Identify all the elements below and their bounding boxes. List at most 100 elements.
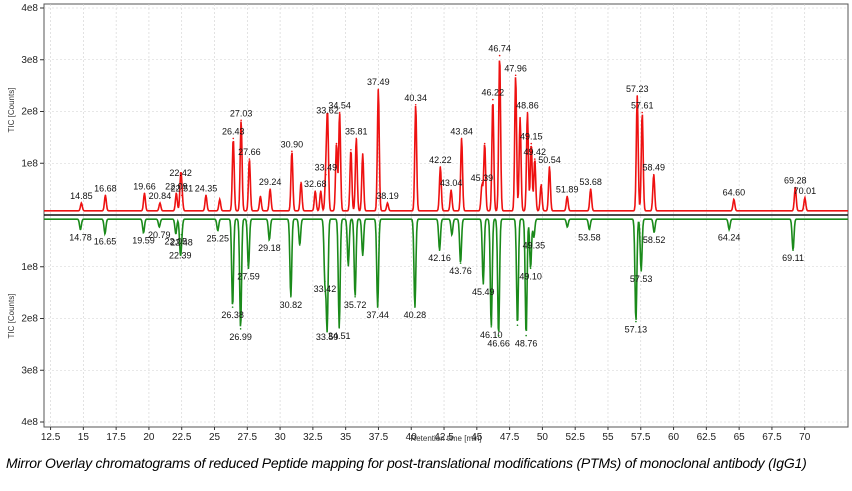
x-axis-title: Retention time [min] <box>410 434 481 443</box>
y-tick-label: 2e8 <box>21 314 38 325</box>
top-peak-label: 32.68 <box>304 179 327 189</box>
bottom-peak-point <box>216 229 219 232</box>
x-tick-label: 17.5 <box>106 432 126 443</box>
bottom-peak-point <box>376 306 379 308</box>
top-peak-label: 34.54 <box>328 101 351 111</box>
top-peak-label: 20.84 <box>149 191 172 201</box>
bottom-peak-label: 34.51 <box>328 331 351 341</box>
top-peak-point <box>439 166 442 168</box>
bottom-peak-label: 26.99 <box>229 332 252 342</box>
top-peak-label: 33.62 <box>316 106 339 116</box>
top-peak-label: 27.66 <box>238 147 261 157</box>
top-peak-point <box>300 181 302 184</box>
grid <box>44 4 848 427</box>
top-peak-label: 48.86 <box>516 101 539 111</box>
bottom-peak-point <box>175 232 177 235</box>
top-peak-point <box>80 202 83 204</box>
bottom-peak-label: 64.24 <box>718 232 741 242</box>
top-peak-point <box>350 148 352 151</box>
top-peak-point <box>794 186 797 189</box>
top-trace <box>44 60 848 212</box>
top-peak-point <box>240 119 242 122</box>
top-peak-point <box>641 111 644 114</box>
bottom-peak-point <box>104 232 106 235</box>
bottom-peak-label: 69.11 <box>782 253 804 263</box>
top-peak-label: 46.22 <box>482 88 505 98</box>
bottom-trace-line <box>44 218 848 333</box>
bottom-peak-point <box>231 306 234 308</box>
bottom-peak-point <box>158 226 161 228</box>
y-tick-label: 3e8 <box>21 55 38 66</box>
top-peak-label: 30.90 <box>281 139 304 149</box>
top-peak-label: 46.74 <box>488 44 511 54</box>
x-tick-label: 37.5 <box>369 432 389 443</box>
top-peak-label: 57.23 <box>626 84 649 94</box>
bottom-peak-point <box>533 236 535 239</box>
y-tick-label: 1e8 <box>21 158 38 169</box>
bottom-peak-label: 46.10 <box>480 330 503 340</box>
top-peak-label: 69.28 <box>784 176 807 186</box>
x-tick-label: 20 <box>143 432 155 443</box>
bottom-peak-label: 20.79 <box>148 230 171 240</box>
top-peak-point <box>589 188 592 190</box>
x-tick-label: 50 <box>537 432 549 443</box>
bottom-peak-label: 35.72 <box>344 300 367 310</box>
bottom-peak-point <box>324 280 326 283</box>
bottom-peak-point <box>792 249 794 251</box>
bottom-peak-label: 14.78 <box>69 232 92 242</box>
top-peak-label: 70.01 <box>794 186 817 196</box>
top-peak-point <box>733 198 735 201</box>
bottom-peak-point <box>653 231 655 233</box>
top-peak-label: 37.49 <box>367 77 390 87</box>
top-peak-point <box>386 202 389 204</box>
top-peak-point <box>530 142 533 145</box>
x-tick-label: 55 <box>602 432 614 443</box>
top-peak-point <box>355 137 358 140</box>
bottom-peak-label: 27.59 <box>237 271 260 281</box>
bottom-peak-label: 43.76 <box>449 266 472 276</box>
y-axis-title-top: TIC [Counts] <box>7 88 16 133</box>
bottom-peak-label: 40.28 <box>404 310 427 320</box>
x-tick-label: 32.5 <box>303 432 323 443</box>
bottom-peak-point <box>179 246 182 249</box>
bottom-peak-label: 45.49 <box>472 287 495 297</box>
bottom-peak-point <box>361 254 364 257</box>
top-peak-point <box>325 173 327 176</box>
top-peak-label: 22.09 <box>165 181 188 191</box>
top-peak-point <box>450 189 452 191</box>
bottom-peak-label: 16.65 <box>94 237 117 247</box>
bottom-peak-point <box>482 283 485 285</box>
top-peak-point <box>326 116 329 119</box>
top-peak-point <box>548 166 551 168</box>
top-peak-point <box>526 111 529 114</box>
top-peak-label: 47.96 <box>504 63 527 73</box>
mirror-chromatogram-chart: 1e8 2e8 3e8 4e8 1e8 2e8 3e8 4e8 12.5 15 17.5 20 22.… <box>7 3 849 443</box>
bottom-peak-label: 48.76 <box>515 339 538 349</box>
bottom-peak-point <box>290 295 292 298</box>
bottom-peak-point <box>142 231 145 234</box>
bottom-peak-label: 22.39 <box>169 251 192 261</box>
x-tick-label: 12.5 <box>41 432 61 443</box>
bottom-peak-point <box>728 228 730 231</box>
bottom-peak-point <box>438 249 441 251</box>
top-peak-point <box>804 197 806 199</box>
top-peak-label: 53.68 <box>579 177 602 187</box>
bottom-peak-label: 22.48 <box>170 238 193 248</box>
top-peak-label: 33.49 <box>315 163 338 173</box>
bottom-trace <box>44 218 848 333</box>
bottom-peak-point <box>588 228 591 231</box>
bottom-peak-label: 57.13 <box>625 325 648 335</box>
bottom-peak-label: 22.05 <box>165 237 188 247</box>
top-peak-point <box>335 142 338 145</box>
top-peak-label: 35.81 <box>345 126 368 136</box>
bottom-peak-label: 29.18 <box>258 243 281 253</box>
bottom-peak-label: 33.42 <box>314 284 337 294</box>
bottom-peak-point <box>640 270 642 272</box>
x-tick-label: 70 <box>799 432 811 443</box>
y-tick-label: 3e8 <box>21 365 38 376</box>
top-peak-point <box>377 88 380 91</box>
x-tick-label: 30 <box>275 432 287 443</box>
top-peak-label: 45.39 <box>471 173 494 183</box>
